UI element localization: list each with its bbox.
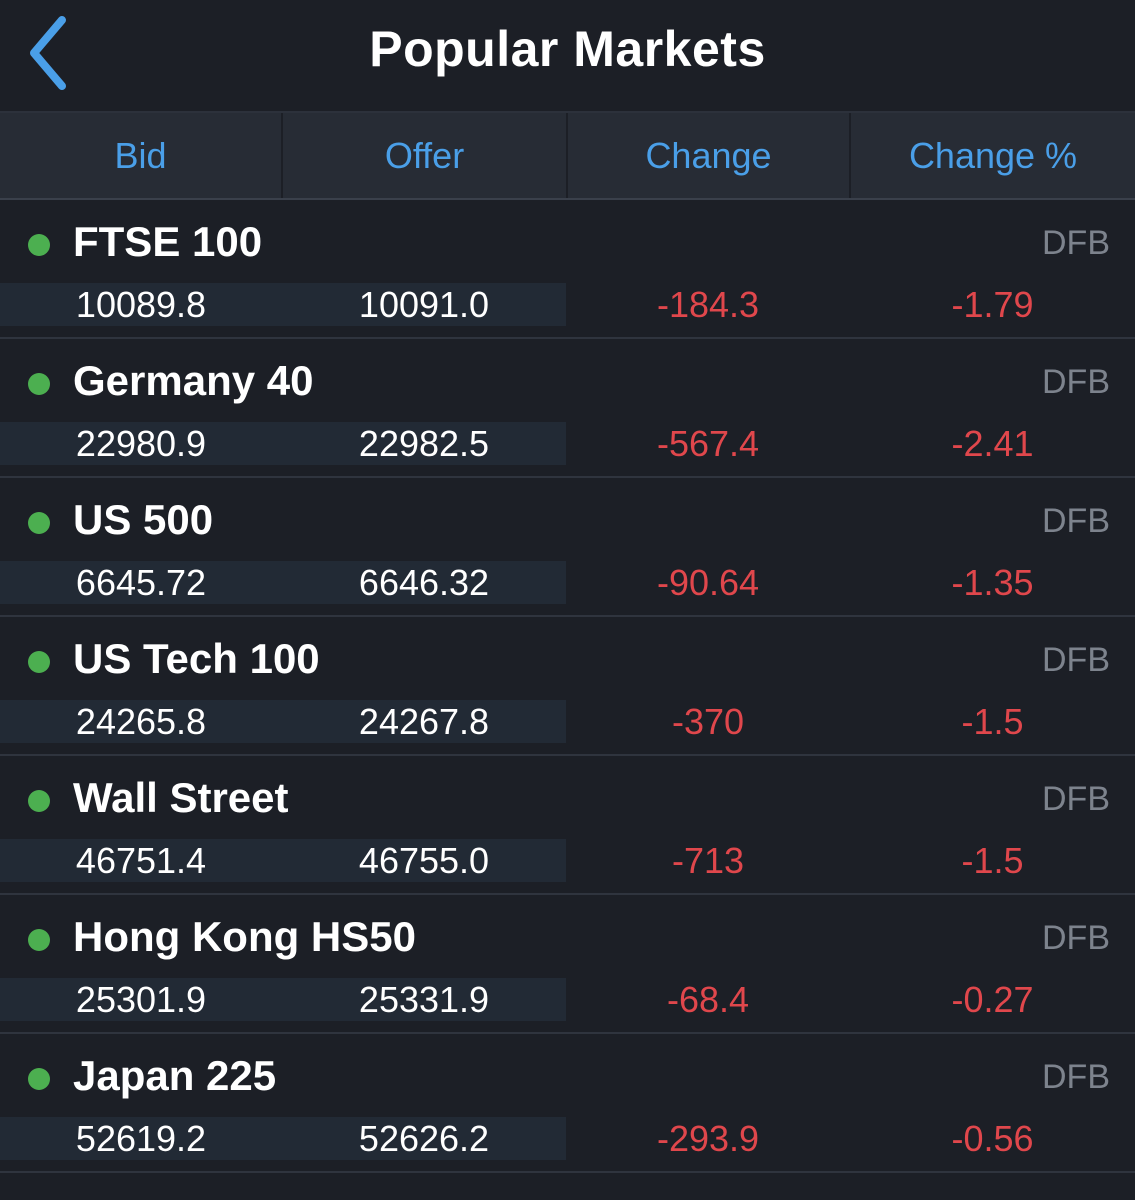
- market-type-tag: DFB: [1042, 641, 1110, 679]
- market-list: FTSE 100 DFB 10089.8 10091.0 -184.3 -1.7…: [0, 200, 1135, 1173]
- market-type-tag: DFB: [1042, 363, 1110, 401]
- market-name: Wall Street: [73, 774, 289, 821]
- change-percent: -2.41: [951, 423, 1034, 464]
- change-percent: -1.79: [951, 284, 1034, 325]
- column-header-change-pct[interactable]: Change %: [908, 135, 1078, 176]
- change-value: -370: [671, 701, 745, 742]
- page-title: Popular Markets: [369, 21, 766, 77]
- price-bar: [0, 978, 566, 1021]
- market-row[interactable]: Wall Street DFB 46751.4 46755.0 -713 -1.…: [0, 756, 1135, 895]
- market-name: US Tech 100: [73, 635, 320, 682]
- market-row[interactable]: Japan 225 DFB 52619.2 52626.2 -293.9 -0.…: [0, 1034, 1135, 1173]
- market-name: US 500: [73, 496, 214, 543]
- bid-price: 52619.2: [75, 1118, 207, 1159]
- change-value: -293.9: [656, 1118, 760, 1159]
- column-header-bid[interactable]: Bid: [114, 135, 167, 176]
- change-value: -184.3: [656, 284, 760, 325]
- market-name: Japan 225: [73, 1052, 277, 1099]
- price-bar: [0, 283, 566, 326]
- market-row[interactable]: Germany 40 DFB 22980.9 22982.5 -567.4 -2…: [0, 339, 1135, 478]
- market-type-tag: DFB: [1042, 1058, 1110, 1096]
- change-percent: -0.56: [951, 1118, 1034, 1159]
- market-row[interactable]: Hong Kong HS50 DFB 25301.9 25331.9 -68.4…: [0, 895, 1135, 1034]
- market-open-indicator: [28, 651, 50, 673]
- offer-price: 10091.0: [358, 284, 490, 325]
- offer-price: 22982.5: [358, 423, 490, 464]
- change-value: -90.64: [656, 562, 760, 603]
- column-header-bar: Bid Offer Change Change %: [0, 113, 1135, 200]
- bid-price: 10089.8: [75, 284, 207, 325]
- offer-price: 46755.0: [358, 840, 490, 881]
- market-type-tag: DFB: [1042, 502, 1110, 540]
- offer-price: 52626.2: [358, 1118, 490, 1159]
- change-percent: -1.5: [961, 701, 1024, 742]
- market-open-indicator: [28, 512, 50, 534]
- market-type-tag: DFB: [1042, 919, 1110, 957]
- back-button[interactable]: [20, 10, 80, 90]
- market-open-indicator: [28, 373, 50, 395]
- offer-price: 6646.32: [358, 562, 490, 603]
- column-divider: [566, 113, 568, 198]
- change-percent: -1.35: [951, 562, 1034, 603]
- market-open-indicator: [28, 234, 50, 256]
- column-header-offer[interactable]: Offer: [384, 135, 465, 176]
- bid-price: 46751.4: [75, 840, 207, 881]
- price-bar: [0, 700, 566, 743]
- market-name: Germany 40: [73, 357, 314, 404]
- price-bar: [0, 561, 566, 604]
- change-value: -68.4: [666, 979, 750, 1020]
- price-bar: [0, 839, 566, 882]
- market-open-indicator: [28, 1068, 50, 1090]
- column-header-change[interactable]: Change: [645, 135, 772, 176]
- price-bar: [0, 422, 566, 465]
- market-row[interactable]: US Tech 100 DFB 24265.8 24267.8 -370 -1.…: [0, 617, 1135, 756]
- market-row[interactable]: FTSE 100 DFB 10089.8 10091.0 -184.3 -1.7…: [0, 200, 1135, 339]
- market-open-indicator: [28, 929, 50, 951]
- nav-header: Popular Markets: [0, 0, 1135, 113]
- bid-price: 25301.9: [75, 979, 207, 1020]
- offer-price: 25331.9: [358, 979, 490, 1020]
- market-name: FTSE 100: [73, 218, 263, 265]
- bid-price: 22980.9: [75, 423, 207, 464]
- market-open-indicator: [28, 790, 50, 812]
- change-value: -567.4: [656, 423, 760, 464]
- chevron-left-icon: [20, 10, 80, 90]
- price-bar: [0, 1117, 566, 1160]
- change-percent: -0.27: [951, 979, 1034, 1020]
- column-divider: [281, 113, 283, 198]
- change-value: -713: [671, 840, 745, 881]
- bid-price: 24265.8: [75, 701, 207, 742]
- column-divider: [849, 113, 851, 198]
- market-type-tag: DFB: [1042, 780, 1110, 818]
- market-row[interactable]: US 500 DFB 6645.72 6646.32 -90.64 -1.35: [0, 478, 1135, 617]
- market-name: Hong Kong HS50: [73, 913, 416, 960]
- bid-price: 6645.72: [75, 562, 207, 603]
- offer-price: 24267.8: [358, 701, 490, 742]
- change-percent: -1.5: [961, 840, 1024, 881]
- market-type-tag: DFB: [1042, 224, 1110, 262]
